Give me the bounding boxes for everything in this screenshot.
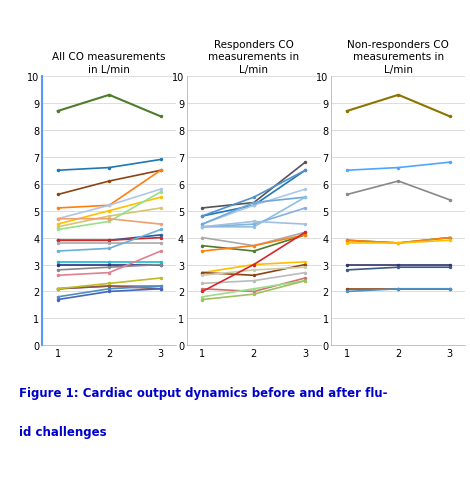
Title: Non-responders CO
measurements in
L/min: Non-responders CO measurements in L/min xyxy=(347,40,449,74)
Text: Figure 1: Cardiac output dynamics before and after flu-: Figure 1: Cardiac output dynamics before… xyxy=(19,386,387,399)
Text: id challenges: id challenges xyxy=(19,425,106,438)
Title: Responders CO
measurements in
L/min: Responders CO measurements in L/min xyxy=(208,40,299,74)
Title: All CO measurements
in L/min: All CO measurements in L/min xyxy=(53,52,166,74)
